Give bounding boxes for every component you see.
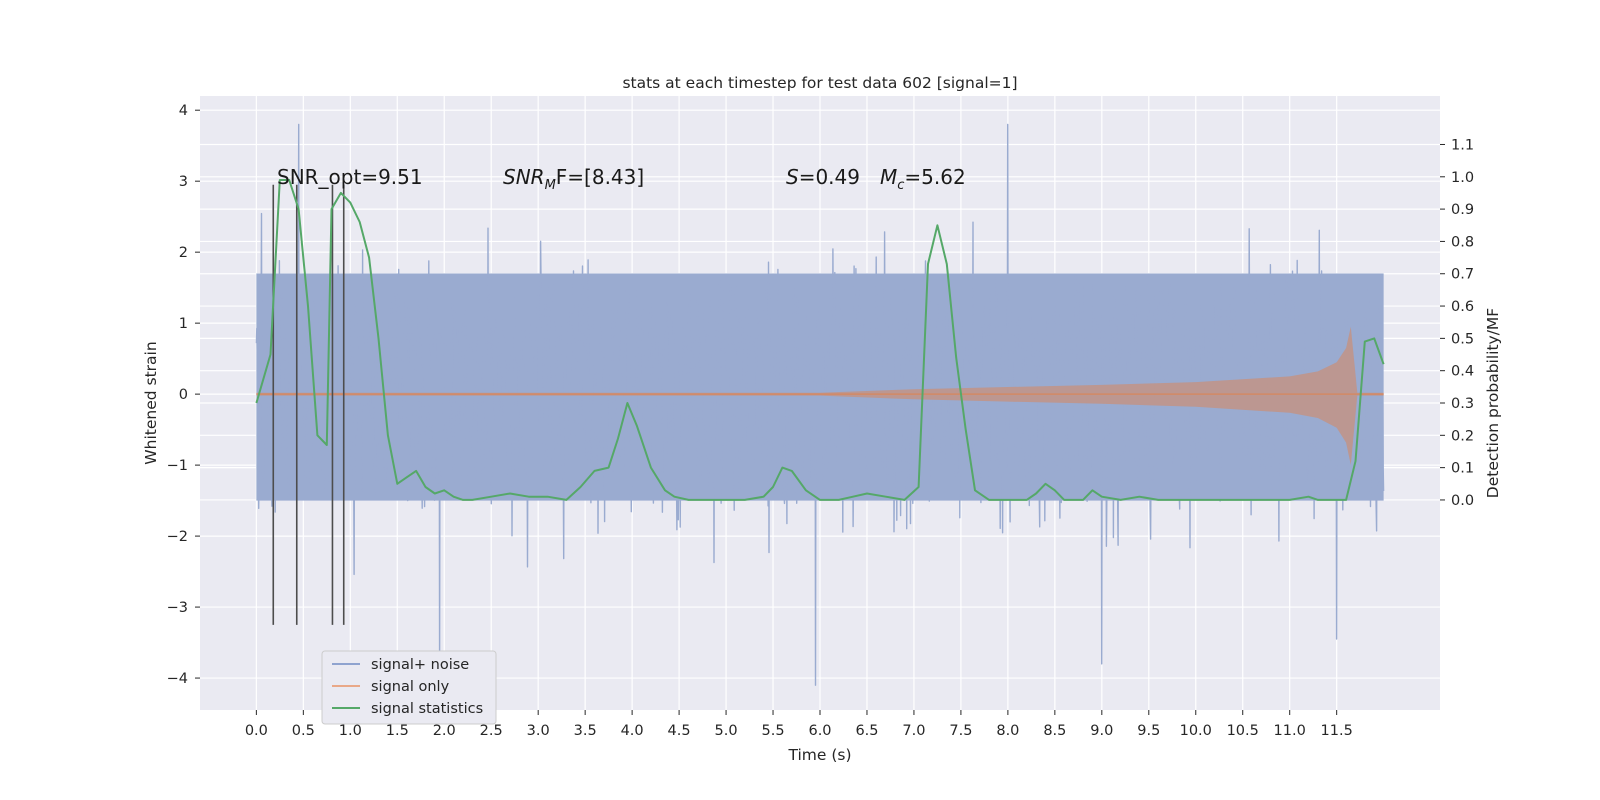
legend-label-stats: signal statistics — [371, 701, 483, 717]
x-tick-label: 4.5 — [668, 723, 691, 739]
s-annotation: S=0.49 — [786, 165, 860, 189]
x-tick-label: 9.0 — [1090, 723, 1113, 739]
x-tick-label: 4.0 — [621, 723, 644, 739]
legend-label-signal: signal only — [371, 679, 450, 695]
x-ticks: 0.0 0.5 1.0 1.5 2.0 2.5 3.0 3.5 4.0 4.5 5.0 5.5 6.0 6… — [245, 710, 1353, 739]
x-tick-label: 7.5 — [949, 723, 972, 739]
x-tick-label: 10.5 — [1227, 723, 1259, 739]
signal-envelope — [256, 326, 1384, 465]
y-right-tick-label: 0.0 — [1451, 493, 1474, 509]
x-tick-label: 1.0 — [339, 723, 362, 739]
x-tick-label: 6.0 — [808, 723, 831, 739]
x-tick-label: 8.0 — [996, 723, 1019, 739]
marker-lines — [272, 184, 345, 625]
x-tick-label: 2.5 — [480, 723, 503, 739]
y-ticks-right: 1.1 1.0 0.9 0.8 0.7 0.6 0.5 0.4 0.3 0.2 0.1 0.0 — [1440, 137, 1474, 509]
x-tick-label: 10.0 — [1180, 723, 1212, 739]
s-value: =0.49 — [799, 165, 860, 189]
y-tick-label: 2 — [179, 245, 188, 261]
statistics-series — [255, 179, 1385, 501]
x-tick-label: 8.5 — [1043, 723, 1066, 739]
snr-mf-main: SNR — [503, 165, 545, 189]
y-right-tick-label: 0.2 — [1451, 428, 1474, 444]
y-right-tick-label: 0.4 — [1451, 364, 1474, 380]
y-right-tick-label: 0.6 — [1451, 299, 1474, 315]
x-tick-label: 11.5 — [1321, 723, 1353, 739]
y-right-tick-label: 0.3 — [1451, 396, 1474, 412]
x-tick-label: 9.5 — [1137, 723, 1160, 739]
s-symbol: S — [786, 165, 799, 189]
legend-label-noise: signal+ noise — [371, 657, 469, 673]
x-tick-label: 7.0 — [902, 723, 925, 739]
x-tick-label: 3.0 — [527, 723, 550, 739]
x-tick-label: 3.5 — [574, 723, 597, 739]
y-right-tick-label: 0.5 — [1451, 331, 1474, 347]
x-tick-label: 5.0 — [715, 723, 738, 739]
x-axis-label: Time (s) — [787, 746, 851, 764]
mc-sub: c — [897, 178, 904, 193]
legend: signal+ noise signal only signal statist… — [321, 650, 497, 725]
y-tick-label: −1 — [167, 458, 188, 474]
y-ticks: 4 3 2 1 0 −1 −2 −3 −4 — [167, 103, 200, 687]
y-tick-label: 1 — [179, 316, 188, 332]
statistics-line — [255, 179, 1385, 501]
snr-mf-rest: F=[8.43] — [556, 165, 644, 189]
mc-value: =5.62 — [904, 165, 965, 189]
y-right-tick-label: 0.9 — [1451, 202, 1474, 218]
x-tick-label: 2.0 — [433, 723, 456, 739]
x-tick-label: 11.0 — [1274, 723, 1306, 739]
signal-only-series — [256, 326, 1384, 465]
x-tick-label: 1.5 — [386, 723, 409, 739]
y-right-tick-label: 1.1 — [1451, 137, 1474, 153]
snr-opt-annotation: SNR_opt=9.51 — [277, 165, 423, 189]
y-tick-label: 3 — [179, 174, 188, 190]
y-tick-label: −2 — [167, 529, 188, 545]
y-right-tick-label: 1.0 — [1451, 170, 1474, 186]
y-tick-label: 4 — [179, 103, 188, 119]
x-tick-label: 0.5 — [292, 723, 315, 739]
y-right-tick-label: 0.7 — [1451, 267, 1474, 283]
y-right-tick-label: 0.1 — [1451, 461, 1474, 477]
mc-symbol: M — [880, 165, 897, 189]
y-axis-label: Whitened strain — [142, 341, 160, 464]
y-right-tick-label: 0.8 — [1451, 234, 1474, 250]
y-tick-label: −4 — [167, 671, 188, 687]
y-tick-label: 0 — [179, 387, 188, 403]
snr-mf-sub: M — [545, 178, 556, 193]
snr-mf-annotation: SNRMF=[8.43] — [503, 165, 644, 193]
chart-title: stats at each timestep for test data 602… — [622, 74, 1017, 92]
mc-annotation: Mc=5.62 — [880, 165, 966, 193]
y-tick-label: −3 — [167, 600, 188, 616]
noise-line — [255, 123, 1385, 686]
x-tick-label: 5.5 — [761, 723, 784, 739]
legend-box — [321, 650, 497, 725]
x-tick-label: 0.0 — [245, 723, 268, 739]
x-tick-label: 6.5 — [855, 723, 878, 739]
y-axis-label-right: Detection probability/MF — [1484, 308, 1502, 499]
